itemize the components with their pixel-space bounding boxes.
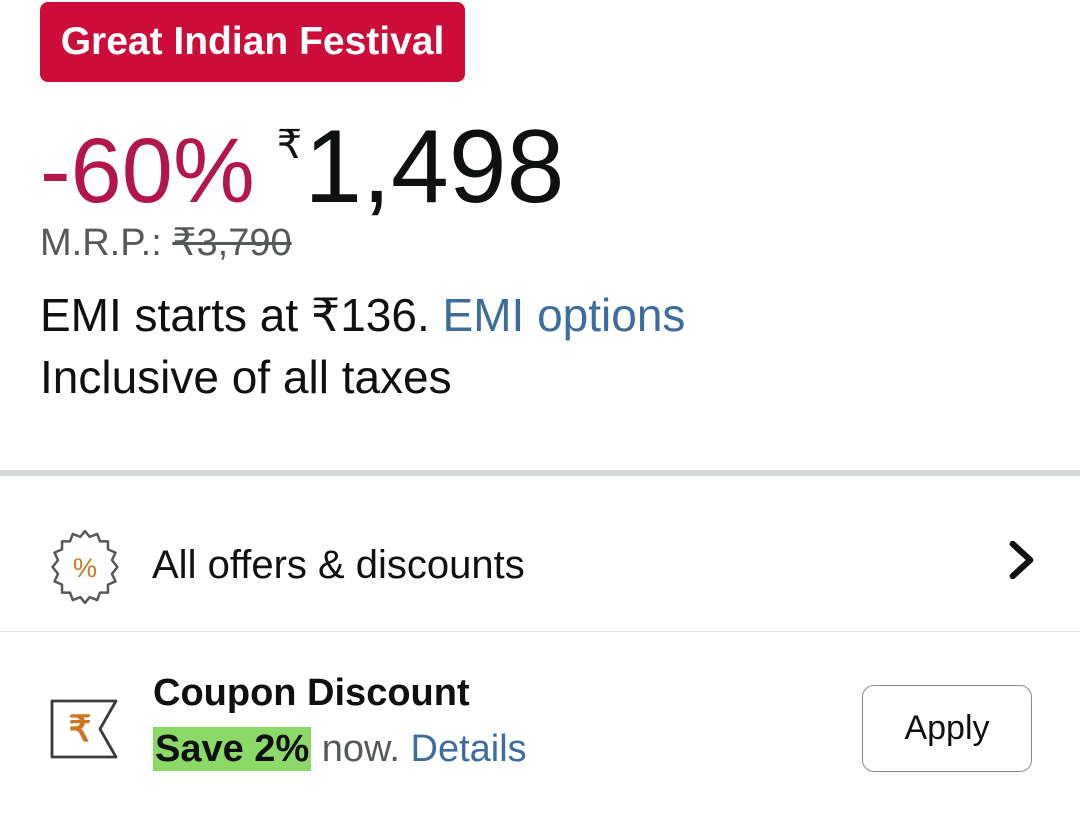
svg-text:%: % bbox=[73, 552, 97, 583]
svg-text:₹: ₹ bbox=[69, 708, 92, 749]
